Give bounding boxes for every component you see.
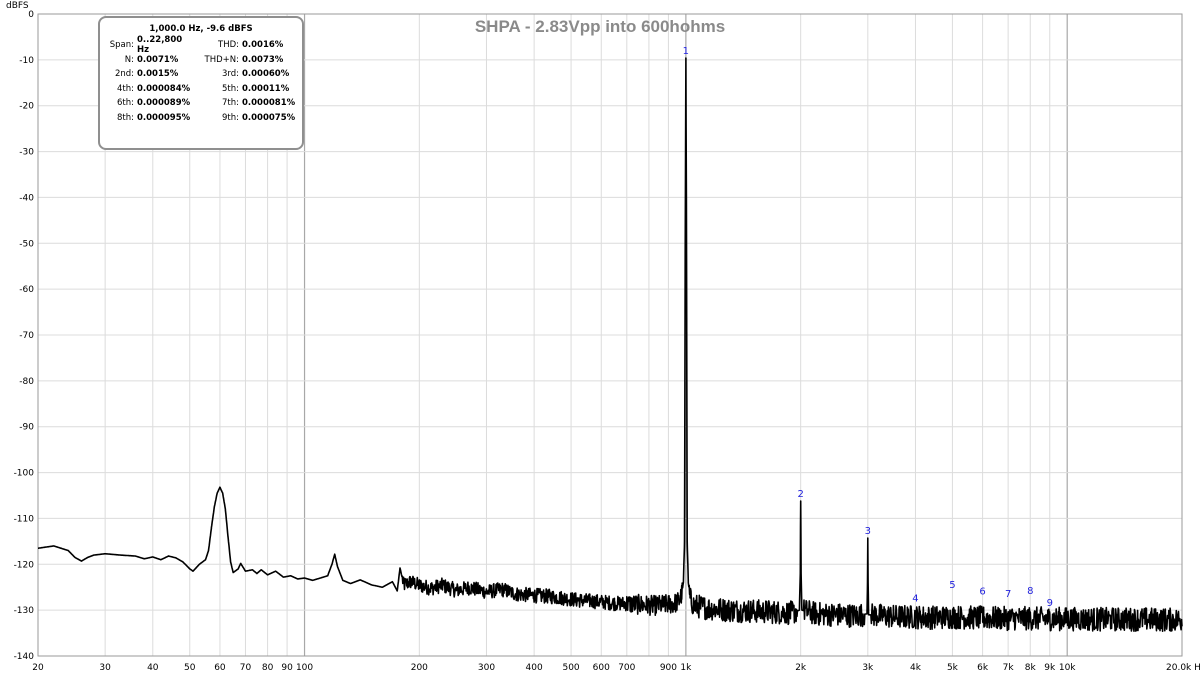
info-label: 2nd: [114,69,134,80]
y-tick-label: -20 [19,102,34,112]
x-tick-label: 20 [32,663,44,673]
harmonic-label: 6 [979,587,985,598]
x-tick-label: 2k [795,663,807,673]
x-tick-label: 90 [281,663,293,673]
x-tick-label: 9k [1044,663,1056,673]
x-tick-label: 4k [910,663,922,673]
info-row: Span: 0..22,800 Hz THD: 0.0016% [100,35,302,56]
x-tick-label: 60 [214,663,226,673]
x-tick-label: 8k [1025,663,1037,673]
y-tick-label: -10 [19,56,34,66]
info-row: N: 0.0071% THD+N: 0.0073% [100,53,302,68]
info-value: 0.000081% [242,98,296,109]
y-axis-unit-label: dBFS [6,1,29,11]
y-tick-label: -80 [19,377,34,387]
x-tick-label: 70 [240,663,252,673]
plot-frame [37,13,1183,657]
x-axis-ticks: 20 30 40 50 60 70 80 90 100 200 300 400 500 600 700 900… [32,663,1200,673]
y-tick-label: -50 [19,239,34,249]
spectrum-trace [37,57,1183,632]
harmonic-label: 2 [797,489,803,500]
info-value: 0.0016% [242,40,284,51]
info-label: 8th: [117,112,134,123]
x-tick-label: 7k [1003,663,1015,673]
info-value: 0.0073% [242,54,284,65]
y-tick-label: -90 [19,423,34,433]
x-tick-label: 200 [411,663,428,673]
x-tick-label: 700 [618,663,635,673]
x-tick-label: 1k [680,663,692,673]
y-tick-label: -110 [14,514,35,524]
info-value: 0.0015% [137,69,179,80]
info-row: 4th: 0.000084% 5th: 0.00011% [100,82,302,97]
harmonic-label: 1 [683,46,689,57]
x-tick-label: 3k [862,663,874,673]
harmonic-label: 9 [1047,598,1053,609]
y-tick-label: -120 [14,560,35,570]
x-tick-label: 900 [660,663,677,673]
info-label: N: [124,54,134,65]
y-tick-label: -40 [19,193,34,203]
info-value: 0.00060% [242,69,290,80]
info-label: THD+N: [204,54,239,65]
harmonic-label: 5 [949,580,955,591]
x-tick-label: 20.0k Hz [1166,663,1200,673]
info-label: Span: [109,40,134,51]
x-tick-label: 600 [593,663,610,673]
x-tick-label: 500 [562,663,579,673]
info-row: 8th: 0.000095% 9th: 0.000075% [100,111,302,126]
measurement-info-box: 1,000.0 Hz, -9.6 dBFS Span: 0..22,800 Hz… [98,16,304,150]
y-axis-ticks: 0 -10 -20 -30 -40 -50 -60 -70 -80 -90 -100 -110 -120… [14,10,35,662]
y-tick-label: -130 [14,606,35,616]
info-label: 9th: [222,112,239,123]
y-tick-label: 0 [28,10,34,20]
info-value: 0.000095% [137,112,191,123]
harmonic-label: 3 [865,526,871,537]
x-tick-label: 300 [478,663,495,673]
x-tick-label: 50 [184,663,196,673]
info-value: 0.00011% [242,83,290,94]
chart-title: SHPA - 2.83Vpp into 600hohms [475,17,725,36]
y-tick-label: -30 [19,148,34,158]
info-value: 0.000089% [137,98,191,109]
y-tick-label: -60 [19,285,34,295]
series-layer [37,57,1183,632]
info-label: 7th: [222,98,239,109]
x-tick-label: 80 [262,663,274,673]
info-value: 0..22,800 Hz [137,35,183,56]
harmonic-label: 4 [912,594,918,605]
harmonic-label: 8 [1027,586,1033,597]
x-tick-label: 10k [1059,663,1076,673]
y-tick-label: -100 [14,469,35,479]
info-label: 6th: [117,98,134,109]
x-tick-label: 30 [99,663,111,673]
x-tick-label: 5k [947,663,959,673]
info-value: 0.000084% [137,83,191,94]
info-label: 5th: [222,83,239,94]
x-tick-label: 40 [147,663,159,673]
harmonic-label: 7 [1005,589,1011,600]
y-tick-label: -140 [14,652,35,662]
info-label: THD: [218,40,239,51]
info-label: 3rd: [221,69,239,80]
y-tick-label: -70 [19,331,34,341]
info-header: 1,000.0 Hz, -9.6 dBFS [149,24,253,34]
x-tick-label: 100 [296,663,313,673]
info-row: 6th: 0.000089% 7th: 0.000081% [100,96,302,111]
info-value: 0.0071% [137,54,179,65]
x-tick-label: 400 [526,663,543,673]
info-row: 2nd: 0.0015% 3rd: 0.00060% [100,67,302,82]
harmonic-markers: 1 2 3 4 5 6 7 8 9 [683,46,1053,609]
x-tick-label: 6k [977,663,989,673]
info-value: 0.000075% [242,112,296,123]
info-label: 4th: [117,83,134,94]
